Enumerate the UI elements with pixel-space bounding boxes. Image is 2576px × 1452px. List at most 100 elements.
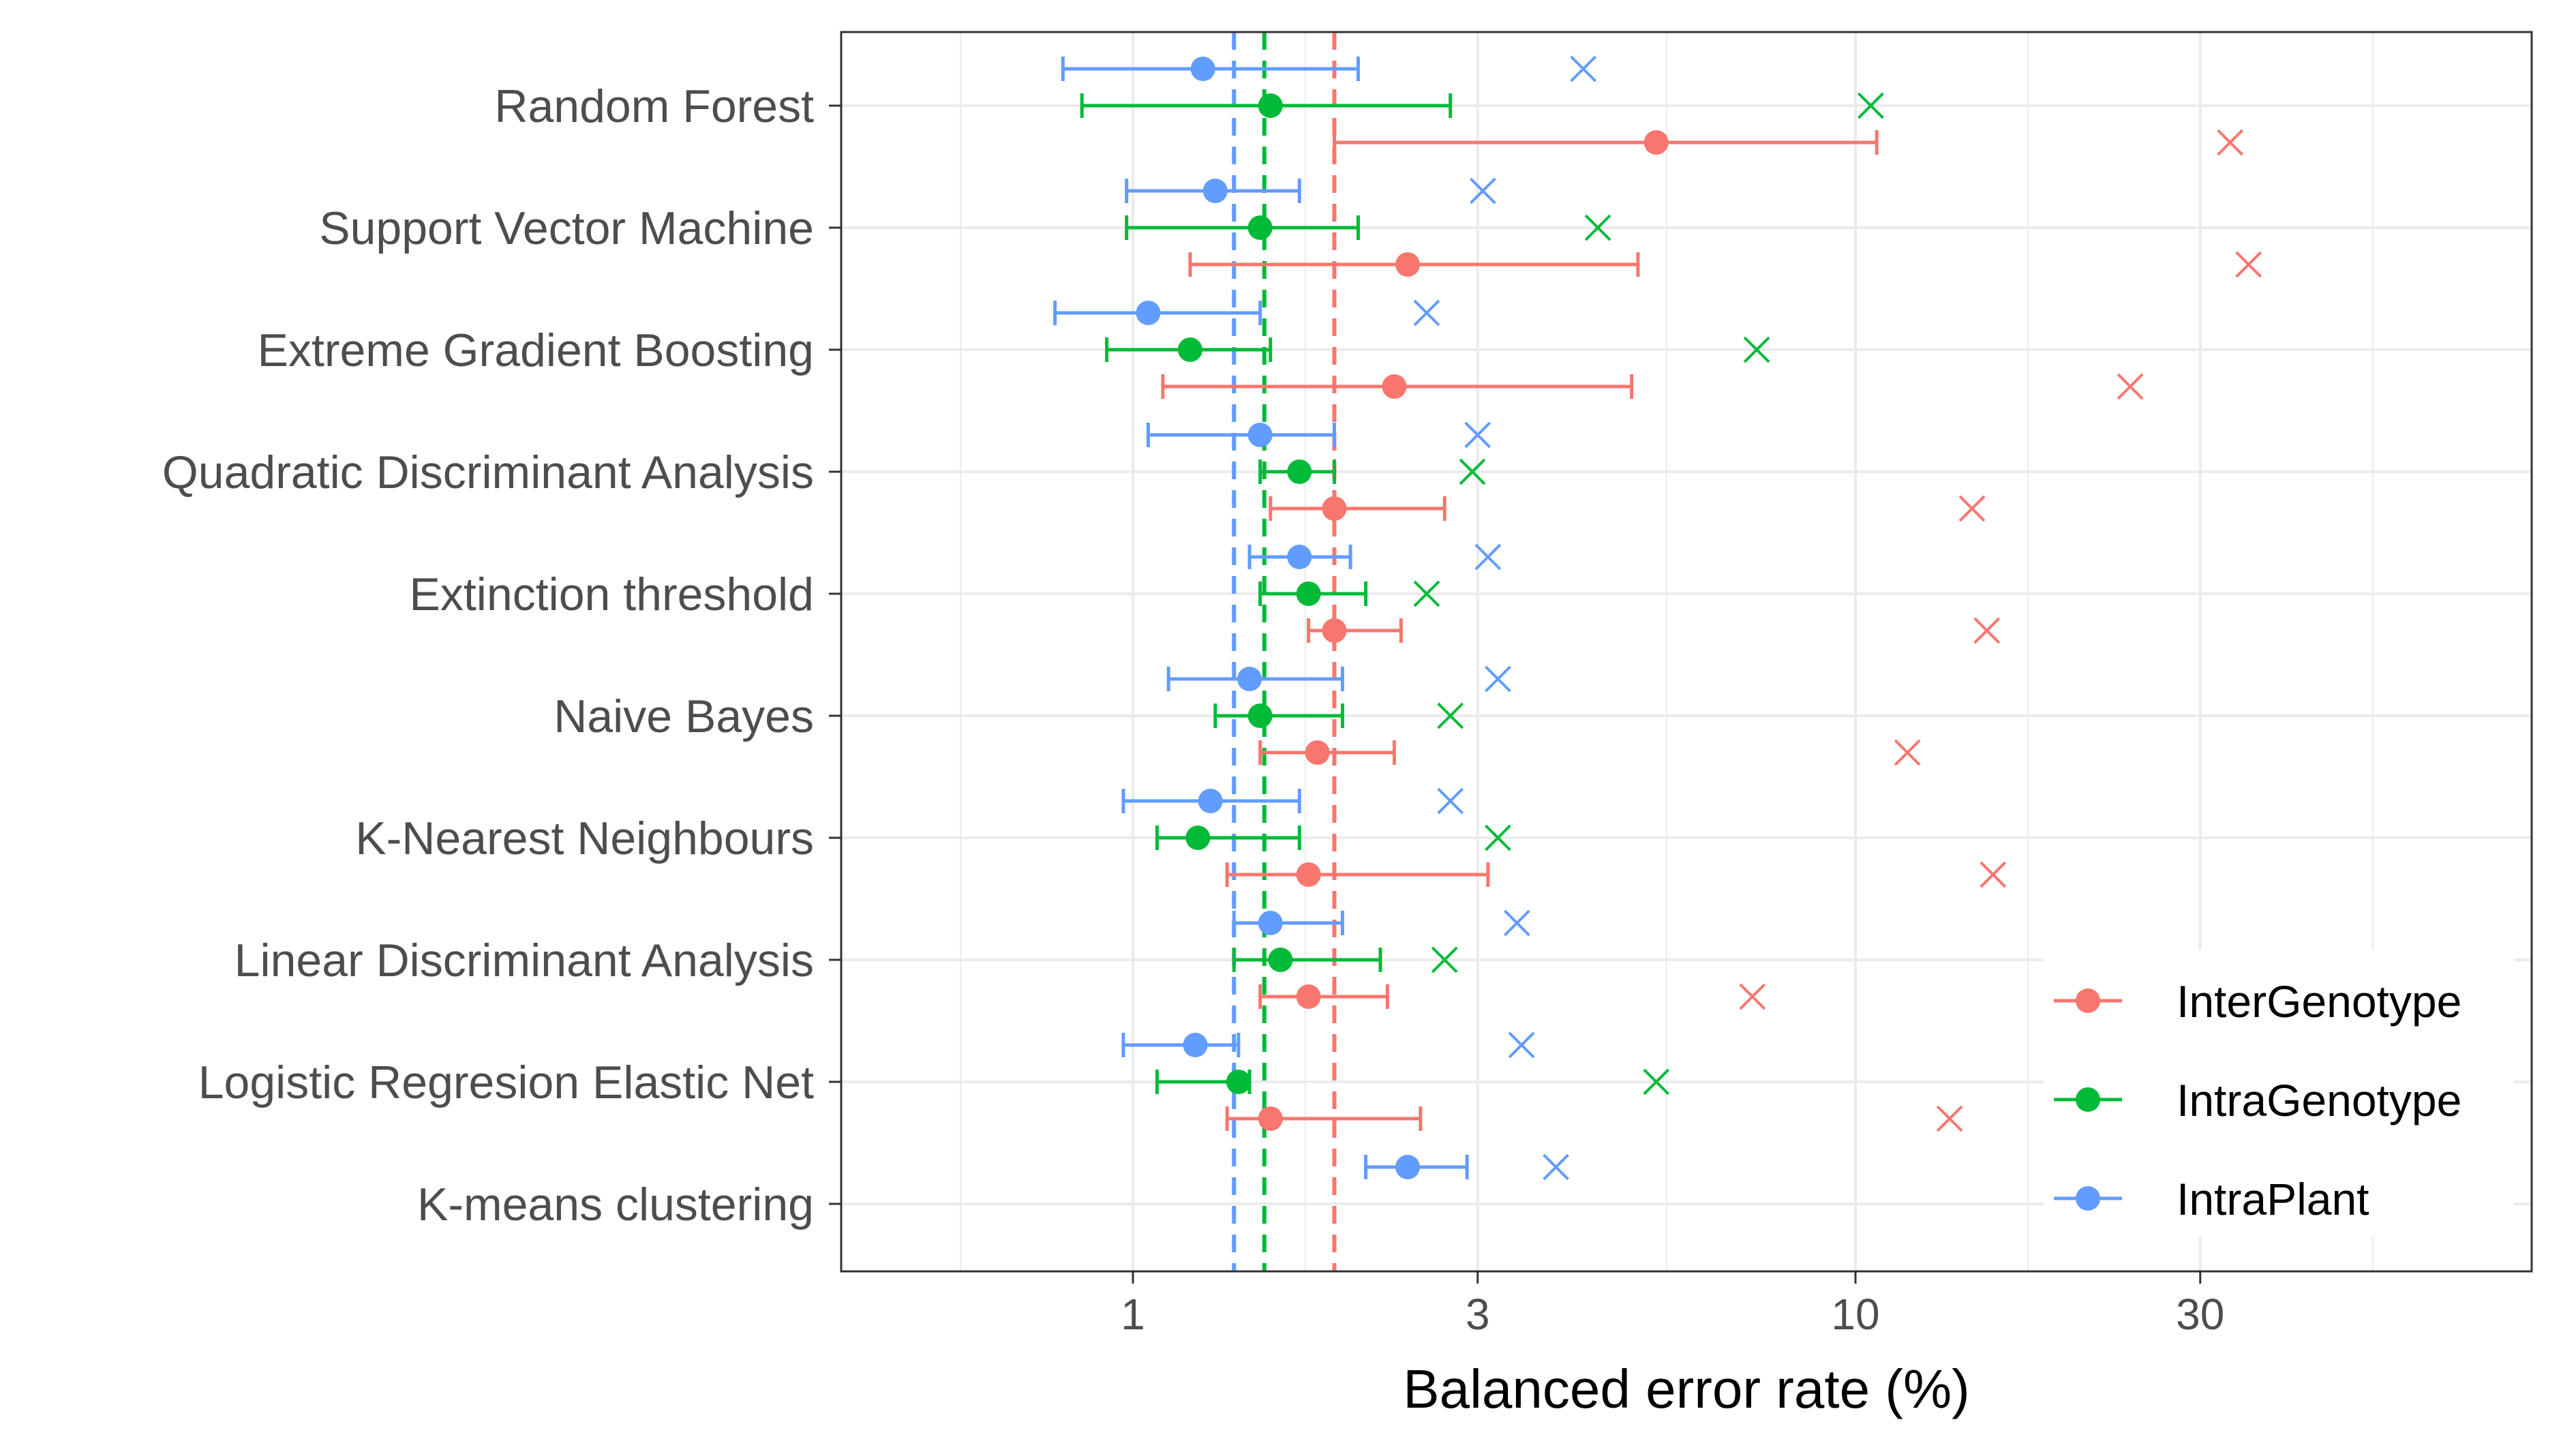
data-point-group <box>1232 909 1530 937</box>
data-point-group <box>1258 983 1766 1010</box>
data-point-group <box>1225 861 2007 888</box>
mean-point <box>1643 130 1669 155</box>
y-tick-label: Quadratic Discriminant Analysis <box>162 447 814 498</box>
cross-marker <box>1584 214 1611 241</box>
x-tick-label: 3 <box>1466 1290 1490 1339</box>
mean-point <box>1322 618 1347 643</box>
cross-marker <box>1437 702 1464 729</box>
data-point-group <box>1146 421 1491 449</box>
axes: Random Forest Support Vector Machine Extre… <box>162 80 2224 1339</box>
mean-point <box>1395 252 1421 277</box>
cross-marker <box>1469 177 1496 205</box>
cross-marker <box>1503 909 1530 937</box>
mean-point <box>1247 215 1273 240</box>
cross-marker <box>1474 543 1502 571</box>
data-point-group <box>1332 129 2244 156</box>
x-tick-label: 10 <box>1831 1290 1879 1339</box>
mean-point <box>1198 789 1223 813</box>
cross-marker <box>1508 1031 1535 1059</box>
data-point-group <box>1121 787 1464 815</box>
data-point-group <box>1188 251 2262 278</box>
mean-point <box>1296 581 1321 606</box>
cross-marker <box>1936 1105 1963 1132</box>
mean-point <box>1226 1070 1251 1094</box>
x-axis-label: Balanced error rate (%) <box>1403 1359 1969 1419</box>
cross-marker <box>1459 458 1486 485</box>
cross-marker <box>1958 495 1986 522</box>
cross-marker <box>1413 580 1440 607</box>
mean-point <box>1258 911 1283 935</box>
cross-marker <box>1973 617 2001 644</box>
data-point-group <box>1125 177 1496 205</box>
mean-point <box>1177 337 1202 362</box>
data-point-group <box>1053 299 1440 327</box>
legend-label: IntraGenotype <box>2177 1075 2461 1125</box>
y-tick-label: Naive Bayes <box>554 691 814 742</box>
cross-marker <box>1858 92 1884 119</box>
cross-marker <box>1485 665 1511 693</box>
cross-marker <box>2235 251 2262 278</box>
legend-key-point <box>2076 988 2100 1013</box>
data-point-group <box>1307 617 2001 644</box>
data-point-group <box>1258 580 1440 607</box>
cross-marker <box>1894 739 1921 766</box>
mean-point <box>1287 545 1312 569</box>
data-point-group <box>1121 1031 1535 1059</box>
y-tick-label: Support Vector Machine <box>319 202 814 254</box>
y-tick-label: K-means clustering <box>417 1179 814 1230</box>
data-point-group <box>1080 92 1884 119</box>
cross-marker <box>2117 373 2144 400</box>
data-point-group <box>1258 739 1921 766</box>
x-tick-label: 1 <box>1121 1290 1145 1339</box>
mean-point <box>1322 496 1347 521</box>
data-point-group <box>1364 1153 1570 1181</box>
y-tick-label: K-Nearest Neighbours <box>355 813 814 864</box>
data-marks <box>1053 55 2262 1181</box>
mean-point <box>1202 179 1228 203</box>
mean-point <box>1395 1155 1421 1179</box>
cross-marker <box>1739 983 1766 1010</box>
cross-marker <box>1431 946 1458 973</box>
data-point-group <box>1125 214 1611 241</box>
data-point-group <box>1161 373 2144 400</box>
mean-point <box>1258 1106 1283 1131</box>
legend: InterGenotype IntraGenotype IntraPlant <box>2044 950 2514 1236</box>
cross-marker <box>1570 55 1597 82</box>
y-tick-label: Linear Discriminant Analysis <box>234 935 814 986</box>
data-point-group <box>1155 1068 1670 1095</box>
x-tick-label: 30 <box>2176 1290 2224 1339</box>
cross-marker <box>1543 1153 1570 1181</box>
mean-point <box>1237 667 1262 691</box>
legend-key-point <box>2076 1087 2100 1112</box>
legend-box <box>2044 950 2514 1236</box>
data-point-group <box>1269 495 1986 522</box>
cross-marker <box>1485 824 1511 851</box>
mean-point <box>1247 423 1273 447</box>
mean-point <box>1382 374 1407 399</box>
cross-marker <box>1437 787 1464 815</box>
cross-marker <box>2217 129 2244 156</box>
data-point-group <box>1225 1105 1963 1132</box>
panel-border <box>840 31 2533 1273</box>
data-point-group <box>1155 824 1511 851</box>
data-point-group <box>1247 543 1502 571</box>
mean-point <box>1287 459 1312 484</box>
data-point-group <box>1061 55 1597 82</box>
mean-point <box>1185 826 1211 850</box>
y-tick-label: Logistic Regresion Elastic Net <box>198 1057 814 1108</box>
cross-marker <box>1413 299 1440 327</box>
mean-point <box>1296 862 1321 887</box>
y-tick-label: Extinction threshold <box>410 569 814 620</box>
legend-label: IntraPlant <box>2177 1174 2369 1224</box>
data-point-group <box>1232 946 1458 973</box>
mean-point <box>1247 704 1273 728</box>
cross-marker <box>1743 336 1770 363</box>
y-tick-label: Random Forest <box>494 80 814 132</box>
cross-marker <box>1464 421 1491 449</box>
data-point-group <box>1166 665 1511 693</box>
mean-point <box>1183 1033 1208 1057</box>
data-point-group <box>1213 702 1464 729</box>
data-point-group <box>1258 458 1486 485</box>
